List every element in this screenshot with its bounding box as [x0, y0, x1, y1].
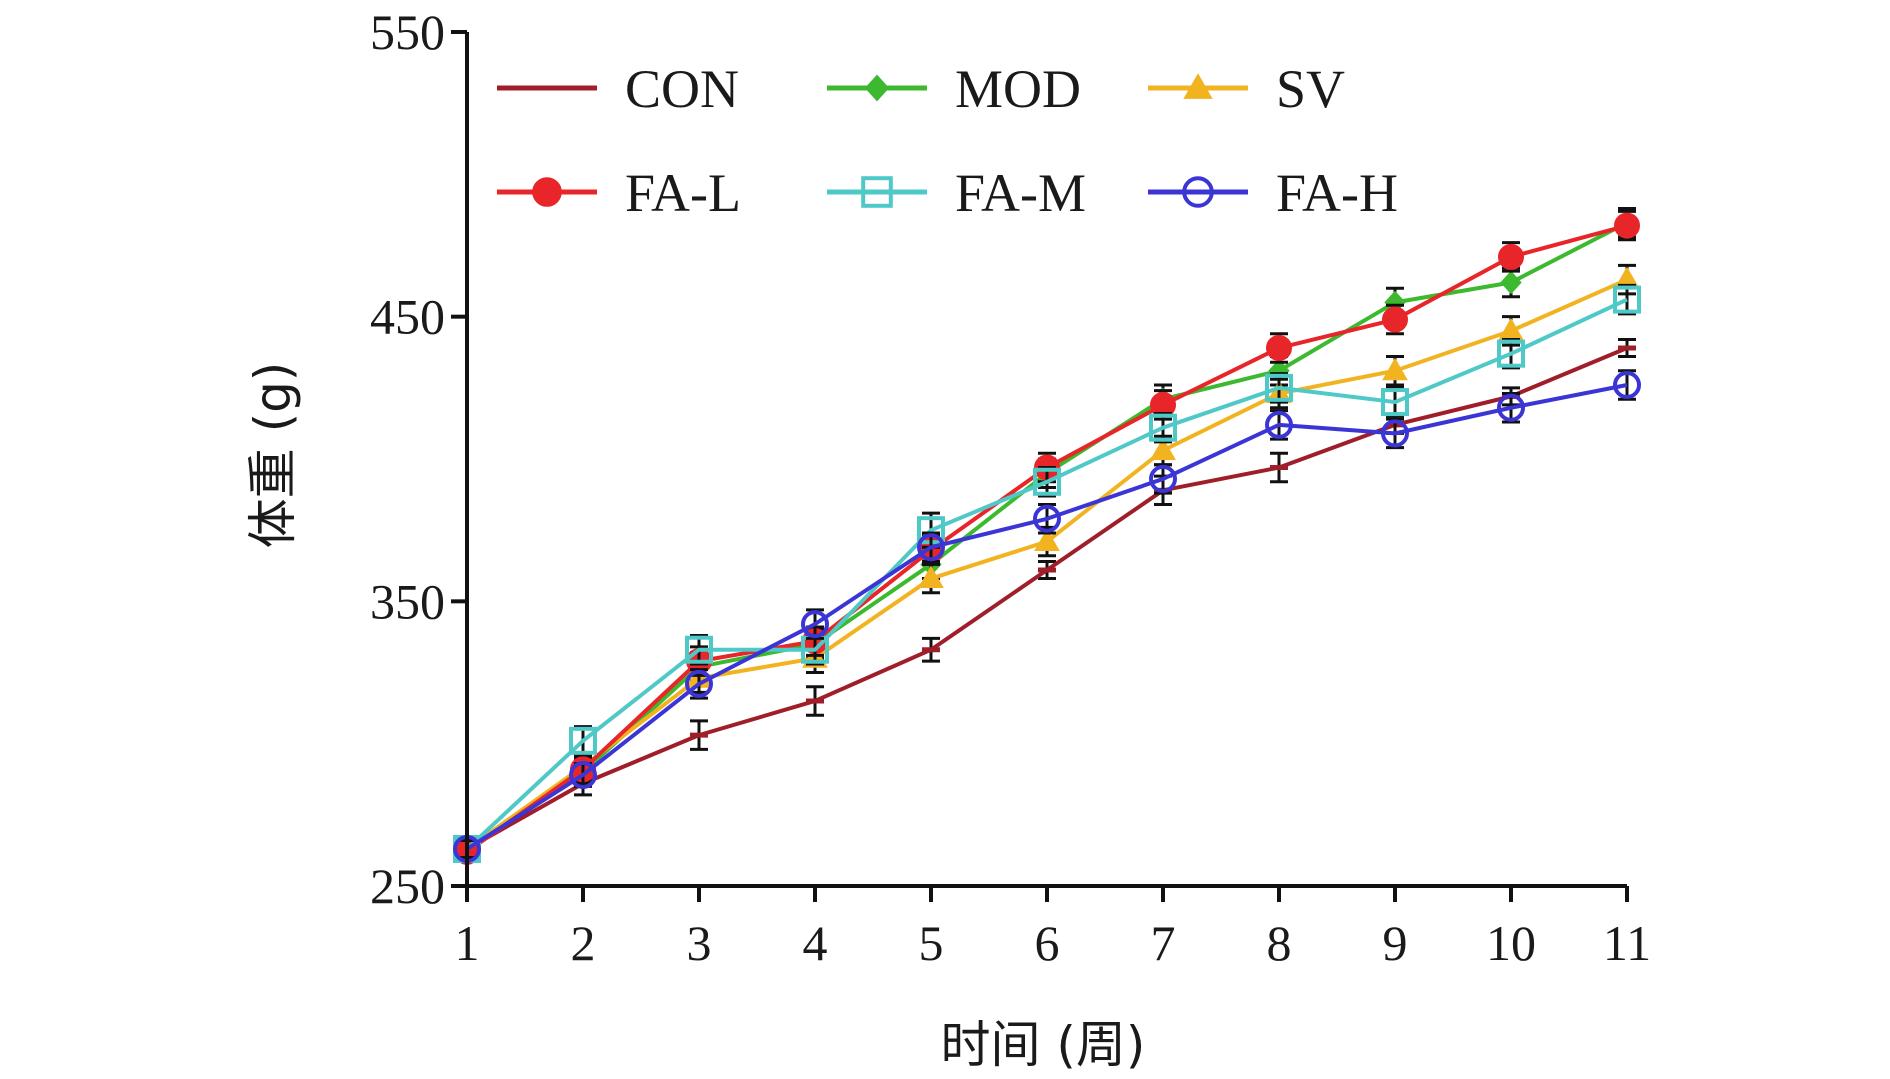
data-point-fa-h [685, 669, 713, 698]
legend-item-fa-m: FA-M [827, 163, 1086, 223]
data-point-fa-h [1613, 370, 1641, 399]
data-point-fa-m [1381, 388, 1409, 417]
legend-marker [532, 177, 562, 207]
data-point-fa-h [569, 760, 597, 789]
y-tick-label: 350 [370, 573, 445, 629]
data-point-sv [1034, 528, 1060, 552]
x-tick-label: 2 [571, 915, 596, 971]
data-point-fa-m [1613, 285, 1641, 314]
data-point-fa-l [1266, 334, 1292, 361]
legend-marker [861, 176, 893, 208]
data-point-sv [1150, 437, 1176, 460]
data-point-sv [1498, 317, 1524, 341]
x-tick-label: 11 [1603, 915, 1651, 971]
data-point-fa-h [1149, 464, 1177, 493]
legend-marker [864, 74, 890, 102]
data-point-fa-m [685, 635, 713, 664]
data-point-fa-m [1497, 339, 1525, 368]
data-point-fa-h [1265, 410, 1293, 439]
data-point-fa-h [801, 610, 829, 639]
data-point-mod [1500, 270, 1522, 295]
data-point-sv [1382, 357, 1408, 381]
x-tick-label: 1 [455, 915, 480, 971]
x-tick-label: 3 [687, 915, 712, 971]
legend-label: FA-L [625, 163, 741, 223]
data-point-fa-l [1382, 306, 1408, 333]
series-line-con [466, 346, 1628, 851]
x-tick-label: 9 [1383, 915, 1408, 971]
series-line-fa-h [465, 383, 1628, 851]
series-fa-h [453, 369, 1641, 863]
legend-item-fa-h: FA-H [1148, 163, 1398, 223]
legend-marker [1183, 73, 1213, 99]
data-point-fa-m [1149, 413, 1177, 442]
y-tick-label: 450 [370, 289, 445, 345]
data-point-fa-m [569, 726, 597, 755]
y-axis-title: 体重 (g) [244, 362, 302, 549]
series-line-fa-m [465, 297, 1628, 851]
legend-label: FA-H [1276, 163, 1398, 223]
legend-item-mod: MOD [827, 59, 1081, 119]
x-tick-label: 6 [1035, 915, 1060, 971]
legend-label: SV [1276, 59, 1345, 119]
data-point-fa-l [1498, 243, 1524, 270]
legend-marker [1182, 176, 1214, 208]
x-tick-label: 10 [1486, 915, 1536, 971]
data-point-fa-m [1033, 467, 1061, 496]
data-point-sv [918, 565, 944, 589]
legend-item-fa-l: FA-L [497, 163, 741, 223]
data-point-fa-l [1614, 212, 1640, 239]
legend-label: MOD [955, 59, 1081, 119]
y-tick-label: 250 [370, 858, 445, 914]
x-tick-label: 7 [1151, 915, 1176, 971]
data-point-fa-m [1265, 373, 1293, 402]
legend-item-sv: SV [1148, 59, 1345, 119]
series-con [458, 337, 1636, 860]
x-tick-label: 8 [1267, 915, 1292, 971]
data-point-fa-h [1381, 419, 1409, 448]
y-tick-label: 550 [370, 4, 445, 60]
legend-label: CON [625, 59, 739, 119]
x-tick-label: 4 [803, 915, 828, 971]
data-point-fa-h [917, 533, 945, 562]
legend-label: FA-M [955, 163, 1086, 223]
x-tick-label: 5 [919, 915, 944, 971]
x-axis-title: 时间 (周) [941, 1016, 1146, 1074]
data-point-fa-h [1033, 504, 1061, 533]
data-point-fa-h [1497, 393, 1525, 422]
legend-item-con: CON [497, 59, 739, 119]
